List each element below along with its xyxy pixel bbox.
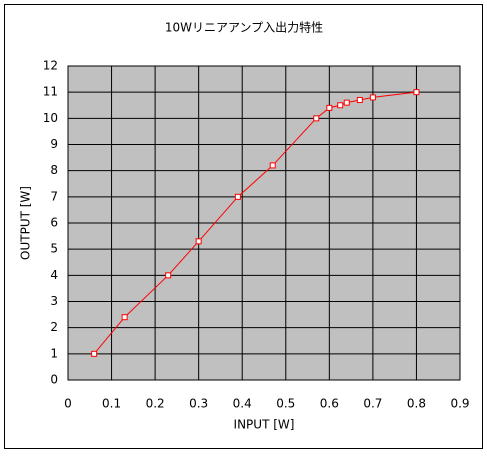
data-point: [343, 99, 350, 106]
y-tick-label: 11: [43, 85, 58, 99]
y-tick-label: 1: [50, 346, 58, 360]
data-point: [91, 350, 98, 357]
y-tick-label: 7: [50, 189, 58, 203]
y-tick-label: 9: [50, 137, 58, 151]
chart-title: 10Wリニアアンプ入出力特性: [165, 20, 323, 35]
x-tick-label: 0.7: [363, 397, 382, 411]
data-point: [326, 104, 333, 111]
x-tick-label: 0.5: [276, 397, 295, 411]
x-axis-label: INPUT [W]: [234, 418, 295, 432]
plot-border: [67, 65, 461, 381]
data-point: [121, 314, 128, 321]
y-tick-label: 4: [50, 268, 58, 282]
y-tick-label: 10: [43, 111, 58, 125]
data-point: [337, 102, 344, 109]
y-tick-label: 12: [43, 59, 58, 73]
x-tick-label: 0.9: [450, 397, 469, 411]
x-tick-label: 0.3: [189, 397, 208, 411]
x-tick-label: 0.6: [320, 397, 339, 411]
data-point: [369, 94, 376, 101]
x-tick-label: 0.8: [407, 397, 426, 411]
x-tick-label: 0.2: [146, 397, 165, 411]
y-tick-label: 5: [50, 242, 58, 256]
y-tick-label: 6: [50, 216, 58, 230]
x-tick-label: 0.1: [102, 397, 121, 411]
data-point: [195, 238, 202, 245]
x-tick-label: 0: [64, 397, 72, 411]
y-tick-label: 0: [50, 373, 58, 387]
y-tick-label: 3: [50, 294, 58, 308]
y-tick-label: 2: [50, 320, 58, 334]
data-point: [313, 115, 320, 122]
data-point: [413, 89, 420, 96]
data-point: [165, 272, 172, 279]
data-point: [356, 97, 363, 104]
data-point: [269, 162, 276, 169]
data-point: [234, 193, 241, 200]
x-tick-label: 0.4: [233, 397, 252, 411]
y-axis-label: OUTPUT [W]: [19, 186, 33, 260]
y-tick-label: 8: [50, 163, 58, 177]
